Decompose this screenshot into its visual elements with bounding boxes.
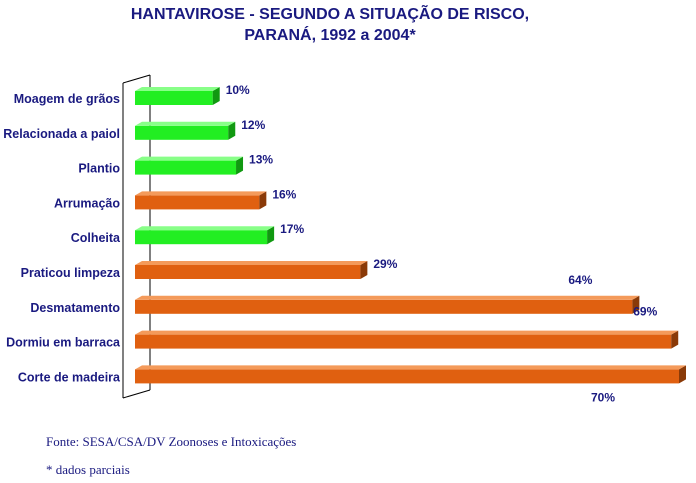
value-label: 70% xyxy=(591,390,615,404)
chart-title-line-2: PARANÁ, 1992 a 2004* xyxy=(244,25,416,44)
category-label: Arrumação xyxy=(54,196,120,210)
partial-data-note: * dados parciais xyxy=(46,462,130,477)
bar-3 xyxy=(135,156,244,175)
bar-8 xyxy=(135,330,679,349)
bar-top-edge xyxy=(135,156,244,161)
value-label: 17% xyxy=(280,222,304,236)
bar-1 xyxy=(135,87,220,105)
bar-side-face xyxy=(360,261,368,279)
bar-side-face xyxy=(632,295,640,314)
bar-top-edge xyxy=(135,191,267,196)
category-label: Colheita xyxy=(71,231,121,245)
bar-front-face xyxy=(135,299,633,314)
bar-front-face xyxy=(135,91,213,105)
value-label: 69% xyxy=(633,305,657,319)
category-label: Moagem de grãos xyxy=(14,92,120,106)
bar-front-face xyxy=(135,125,229,140)
bar-side-face xyxy=(259,191,267,210)
bar-side-face xyxy=(228,121,236,140)
value-label: 10% xyxy=(226,83,250,97)
value-labels: 10% 12% 13% 16% 17% 29% 64% 69% 70% xyxy=(226,83,658,404)
bar-top-edge xyxy=(135,365,686,370)
bar-top-edge xyxy=(135,261,368,265)
bar-side-face xyxy=(671,330,679,349)
chart-title: HANTAVIROSE - SEGUNDO A SITUAÇÃO DE RISC… xyxy=(131,3,529,44)
axis-top-edge xyxy=(122,74,151,84)
category-label: Dormiu em barraca xyxy=(6,336,121,350)
category-label: Plantio xyxy=(78,162,120,176)
bar-6 xyxy=(135,261,368,279)
bar-side-face xyxy=(267,226,275,245)
value-label: 64% xyxy=(568,273,592,287)
bar-5 xyxy=(135,226,275,245)
bar-4 xyxy=(135,191,267,210)
bar-front-face xyxy=(135,334,672,349)
bar-top-edge xyxy=(135,226,275,231)
bar-top-edge xyxy=(135,87,220,91)
footer: Fonte: SESA/CSA/DV Zoonoses e Intoxicaçõ… xyxy=(46,434,296,477)
value-label: 16% xyxy=(272,187,296,201)
value-label: 12% xyxy=(241,118,265,132)
bar-front-face xyxy=(135,195,260,210)
bar-side-face xyxy=(679,365,686,384)
axis-bottom-edge xyxy=(122,389,151,399)
category-label: Corte de madeira xyxy=(18,370,121,384)
bar-front-face xyxy=(135,230,268,245)
source-note: Fonte: SESA/CSA/DV Zoonoses e Intoxicaçõ… xyxy=(46,434,296,449)
category-label: Desmatamento xyxy=(30,301,120,315)
bar-top-edge xyxy=(135,295,640,300)
bar-front-face xyxy=(135,265,361,279)
bar-front-face xyxy=(135,160,237,175)
bars xyxy=(135,87,686,384)
bar-side-face xyxy=(212,87,220,105)
bar-front-face xyxy=(135,369,679,384)
value-label: 13% xyxy=(249,153,273,167)
value-label: 29% xyxy=(373,257,397,271)
category-labels: Moagem de grãos Relacionada a paiol Planti… xyxy=(3,92,121,384)
bar-side-face xyxy=(236,156,244,175)
chart-title-line-1: HANTAVIROSE - SEGUNDO A SITUAÇÃO DE RISC… xyxy=(131,3,529,23)
category-label: Praticou limpeza xyxy=(21,266,121,280)
bar-2 xyxy=(135,121,236,140)
bar-7 xyxy=(135,295,640,314)
bar-top-edge xyxy=(135,121,236,126)
category-label: Relacionada a paiol xyxy=(3,127,120,141)
bar-top-edge xyxy=(135,330,679,335)
bar-9 xyxy=(135,365,686,384)
